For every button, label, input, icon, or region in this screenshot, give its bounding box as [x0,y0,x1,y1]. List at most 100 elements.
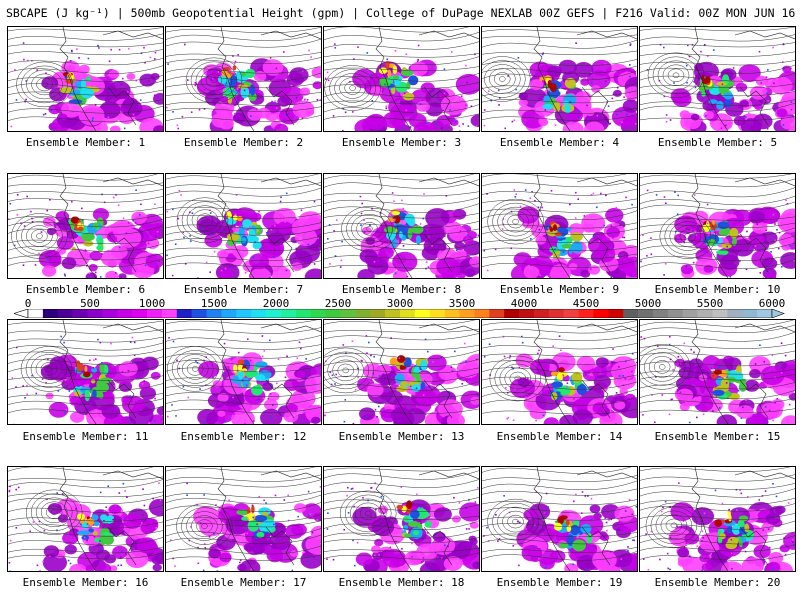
member-caption: Ensemble Member: 5 [657,136,778,149]
colorbar-segment [474,309,490,318]
colorbar-segment [459,309,475,318]
cape-height-map [166,27,321,131]
colorbar-segment [147,309,163,318]
ensemble-map-panel [639,26,796,132]
colorbar-tick-label: 6000 [758,297,786,310]
ensemble-map-panel [165,173,322,279]
colorbar-segment [593,309,609,318]
colorbar-segment [667,309,684,318]
colorbar-segment [310,309,326,318]
colorbar-segment [623,309,639,318]
colorbar-tick-label: 2500 [324,297,352,310]
cape-height-map [8,27,163,131]
colorbar-segment [712,309,728,318]
colorbar-segment [504,309,520,318]
ensemble-map-panel [323,26,480,132]
ensemble-map-panel [323,173,480,279]
colorbar-segment [489,309,505,318]
member-caption: Ensemble Member: 10 [654,283,781,296]
colorbar-segment [102,309,118,318]
member-caption: Ensemble Member: 8 [341,283,462,296]
colorbar-segment [206,309,222,318]
colorbar-tick-label: 1000 [138,297,166,310]
colorbar-labels: 0 500 1000 1500 2000 2500 3000 3500 4000 4500 5000… [0,297,800,310]
colorbar-min-arrow [14,309,29,318]
colorbar-segment [429,309,445,318]
cape-height-map [640,27,795,131]
colorbar-segment [638,309,654,318]
colorbar-segment [697,309,713,318]
colorbar-segment [533,309,550,318]
ensemble-map-panel [7,319,164,425]
member-caption: Ensemble Member: 14 [496,430,623,443]
member-caption: Ensemble Member: 2 [183,136,304,149]
cape-height-map [640,174,795,278]
cape-height-map [8,320,163,424]
colorbar-segment [251,309,267,318]
colorbar-segment [266,309,282,318]
colorbar-tick-label: 3000 [386,297,414,310]
cape-height-map [482,320,637,424]
colorbar-tick-label: 4500 [572,297,600,310]
cape-height-map [324,320,479,424]
cape-height-map [324,467,479,571]
colorbar-segment [340,309,356,318]
cape-height-map [482,174,637,278]
member-caption: Ensemble Member: 18 [338,576,465,589]
ensemble-map-panel [481,26,638,132]
ensemble-map-panel [639,173,796,279]
colorbar-segment [28,309,44,318]
colorbar-tick-label: 4000 [510,297,538,310]
cape-height-map [640,320,795,424]
member-caption: Ensemble Member: 17 [180,576,307,589]
colorbar-segment [132,309,148,318]
colorbar-segment [176,309,192,318]
member-caption: Ensemble Member: 13 [338,430,465,443]
cape-height-map [166,320,321,424]
ensemble-map-panel [481,466,638,572]
colorbar-segment [370,309,386,318]
ensemble-map-panel [7,466,164,572]
colorbar-tick-label: 1500 [200,297,228,310]
colorbar-segment [42,309,59,318]
colorbar-tick-label: 2000 [262,297,290,310]
member-caption: Ensemble Member: 19 [496,576,623,589]
colorbar-segment [221,309,237,318]
colorbar-tick-label: 0 [24,297,32,310]
cape-height-map [324,174,479,278]
member-caption: Ensemble Member: 12 [180,430,307,443]
ensemble-map-panel [165,26,322,132]
colorbar-segment [519,309,535,318]
colorbar-segment [385,309,401,318]
member-caption: Ensemble Member: 20 [654,576,781,589]
cape-height-map [166,467,321,571]
colorbar-segment [57,309,73,318]
colorbar-segment [295,309,312,318]
colorbar-segment [652,309,669,318]
colorbar-segment [682,309,698,318]
colorbar-tick-label: 500 [80,297,100,310]
colorbar-segment [400,309,416,318]
member-caption: Ensemble Member: 6 [25,283,146,296]
colorbar-segment [117,309,133,318]
cape-height-map [8,174,163,278]
colorbar-segment [563,309,579,318]
ensemble-map-panel [7,173,164,279]
member-caption: Ensemble Member: 11 [22,430,149,443]
cape-height-map [8,467,163,571]
cape-height-map [482,467,637,571]
cape-height-map [640,467,795,571]
ensemble-map-panel [7,26,164,132]
colorbar-segment [608,309,624,318]
colorbar-segment [444,309,460,318]
colorbar-segment [191,309,207,318]
colorbar-segment [727,309,743,318]
ensemble-map-panel [323,319,480,425]
colorbar-segment [236,309,252,318]
colorbar-tick-label: 3500 [448,297,476,310]
ensemble-map-panel [639,466,796,572]
cape-height-map [482,27,637,131]
colorbar-segment [87,309,103,318]
member-caption: Ensemble Member: 1 [25,136,146,149]
colorbar-segment [72,309,88,318]
